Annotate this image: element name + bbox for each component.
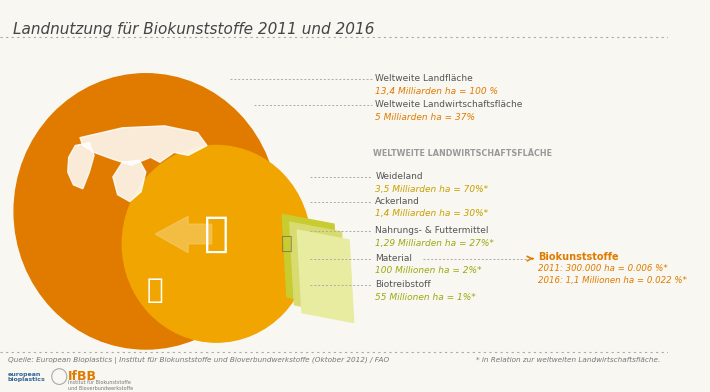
Polygon shape	[80, 126, 207, 165]
Polygon shape	[113, 160, 146, 201]
Text: 2011: 300.000 ha = 0.006 %*: 2011: 300.000 ha = 0.006 %*	[538, 265, 668, 274]
Text: Landnutzung für Biokunststoffe 2011 und 2016: Landnutzung für Biokunststoffe 2011 und …	[13, 22, 375, 36]
Polygon shape	[297, 230, 354, 323]
Text: 1,4 Milliarden ha = 30%*: 1,4 Milliarden ha = 30%*	[376, 209, 488, 218]
Text: Biotreibstoff: Biotreibstoff	[376, 280, 431, 289]
Text: Ackerland: Ackerland	[376, 197, 420, 206]
Polygon shape	[283, 214, 339, 307]
Text: 100 Millionen ha = 2%*: 100 Millionen ha = 2%*	[376, 267, 482, 276]
Text: 🌍: 🌍	[109, 130, 155, 204]
Text: 🚜: 🚜	[281, 234, 293, 253]
Text: 🌾: 🌾	[147, 276, 163, 304]
Text: 13,4 Milliarden ha = 100 %: 13,4 Milliarden ha = 100 %	[376, 87, 498, 96]
Text: 5 Milliarden ha = 37%: 5 Milliarden ha = 37%	[376, 113, 476, 122]
Text: 3,5 Milliarden ha = 70%*: 3,5 Milliarden ha = 70%*	[376, 185, 488, 194]
Text: Weideland: Weideland	[376, 172, 423, 181]
Text: Weltweite Landwirtschaftsfläche: Weltweite Landwirtschaftsfläche	[376, 100, 523, 109]
Text: 1,29 Milliarden ha = 27%*: 1,29 Milliarden ha = 27%*	[376, 239, 494, 248]
Text: Quelle: European Bioplastics | Institut für Biokunststoffe und Bioverbundwerksto: Quelle: European Bioplastics | Institut …	[8, 357, 389, 364]
Text: IfBB: IfBB	[67, 370, 97, 383]
Text: Material: Material	[376, 254, 413, 263]
Circle shape	[14, 74, 278, 349]
Text: * in Relation zur weltweiten Landwirtschaftsfläche.: * in Relation zur weltweiten Landwirtsch…	[476, 357, 660, 363]
Text: Nahrungs- & Futtermittel: Nahrungs- & Futtermittel	[376, 226, 489, 235]
Polygon shape	[155, 216, 212, 253]
Text: european
bioplastics: european bioplastics	[8, 372, 45, 383]
Text: Institut für Biokunststoffe
und Bioverbundwerkstoffe: Institut für Biokunststoffe und Bioverbu…	[67, 379, 133, 391]
Polygon shape	[67, 143, 94, 189]
Polygon shape	[290, 222, 346, 315]
Text: 55 Millionen ha = 1%*: 55 Millionen ha = 1%*	[376, 293, 476, 302]
Circle shape	[122, 145, 310, 342]
Text: 🐄: 🐄	[204, 213, 229, 255]
Text: Biokunststoffe: Biokunststoffe	[538, 252, 618, 262]
Text: WELTWEITE LANDWIRTSCHAFTSFLÄCHE: WELTWEITE LANDWIRTSCHAFTSFLÄCHE	[373, 149, 552, 158]
Text: 2016: 1,1 Millionen ha = 0.022 %*: 2016: 1,1 Millionen ha = 0.022 %*	[538, 276, 687, 285]
Text: Weltweite Landfläche: Weltweite Landfläche	[376, 74, 473, 83]
